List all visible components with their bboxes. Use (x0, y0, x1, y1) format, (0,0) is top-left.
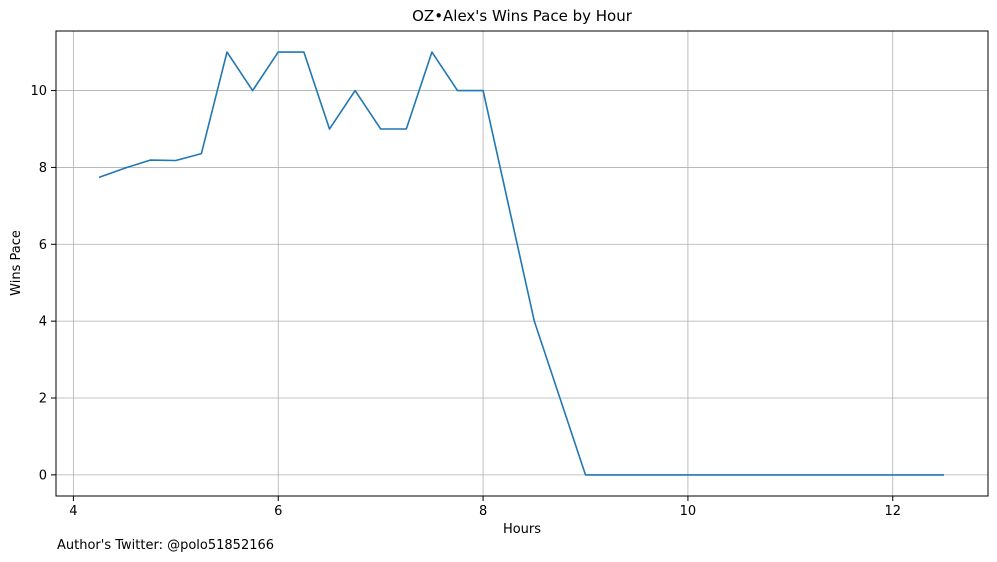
y-axis-ticks: 0 2 4 6 8 10 (30, 84, 56, 483)
series-layer (98, 51, 944, 476)
x-tick-label: 6 (274, 504, 282, 519)
author-footnote: Author's Twitter: @polo51852166 (57, 538, 275, 553)
y-tick-label: 10 (30, 84, 47, 99)
y-axis-label: Wins Pace (9, 230, 24, 296)
y-tick-label: 2 (39, 392, 47, 407)
y-tick-label: 0 (39, 468, 47, 483)
x-tick-label: 8 (479, 504, 487, 519)
x-tick-label: 12 (884, 504, 901, 519)
y-tick-label: 8 (39, 161, 47, 176)
chart-title: OZ•Alex's Wins Pace by Hour (412, 7, 633, 25)
grid-lines (56, 31, 988, 496)
x-tick-label: 4 (69, 504, 77, 519)
y-tick-label: 4 (39, 315, 47, 330)
plot-frame (55, 30, 989, 497)
x-tick-label: 10 (680, 504, 697, 519)
y-tick-label: 6 (39, 238, 47, 253)
x-axis-ticks: 4 6 8 10 12 (69, 496, 901, 519)
x-axis-label: Hours (503, 522, 541, 537)
wins-pace-line (98, 51, 944, 476)
